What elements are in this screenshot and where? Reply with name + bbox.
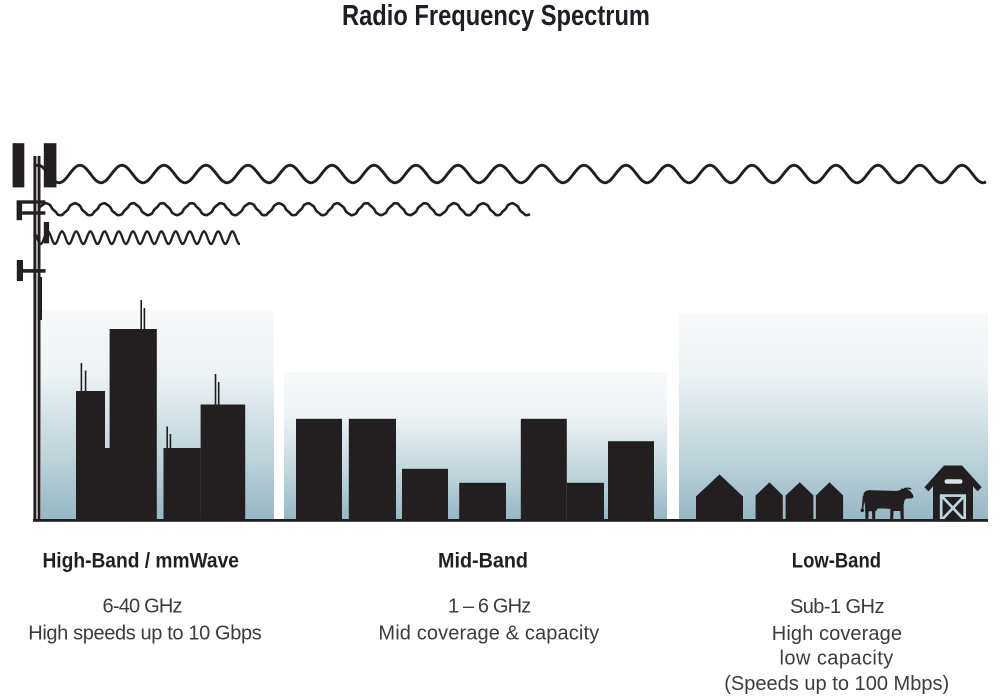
svg-text:(Speeds up to 100 Mbps): (Speeds up to 100 Mbps) bbox=[724, 673, 949, 695]
svg-text:Mid coverage & capacity: Mid coverage & capacity bbox=[378, 623, 599, 645]
svg-text:Low-Band: Low-Band bbox=[792, 550, 881, 573]
svg-text:1 – 6 GHz: 1 – 6 GHz bbox=[448, 596, 531, 618]
svg-text:High-Band / mmWave: High-Band / mmWave bbox=[42, 550, 239, 573]
svg-text:High speeds up to 10 Gbps: High speeds up to 10 Gbps bbox=[28, 623, 262, 645]
svg-text:6-40 GHz: 6-40 GHz bbox=[103, 596, 183, 618]
svg-text:Sub-1 GHz: Sub-1 GHz bbox=[790, 596, 885, 618]
svg-text:High coverage: High coverage bbox=[772, 623, 902, 645]
svg-text:low capacity: low capacity bbox=[780, 648, 894, 670]
svg-text:Mid-Band: Mid-Band bbox=[438, 550, 528, 573]
svg-text:Radio Frequency Spectrum: Radio Frequency Spectrum bbox=[342, 0, 650, 32]
